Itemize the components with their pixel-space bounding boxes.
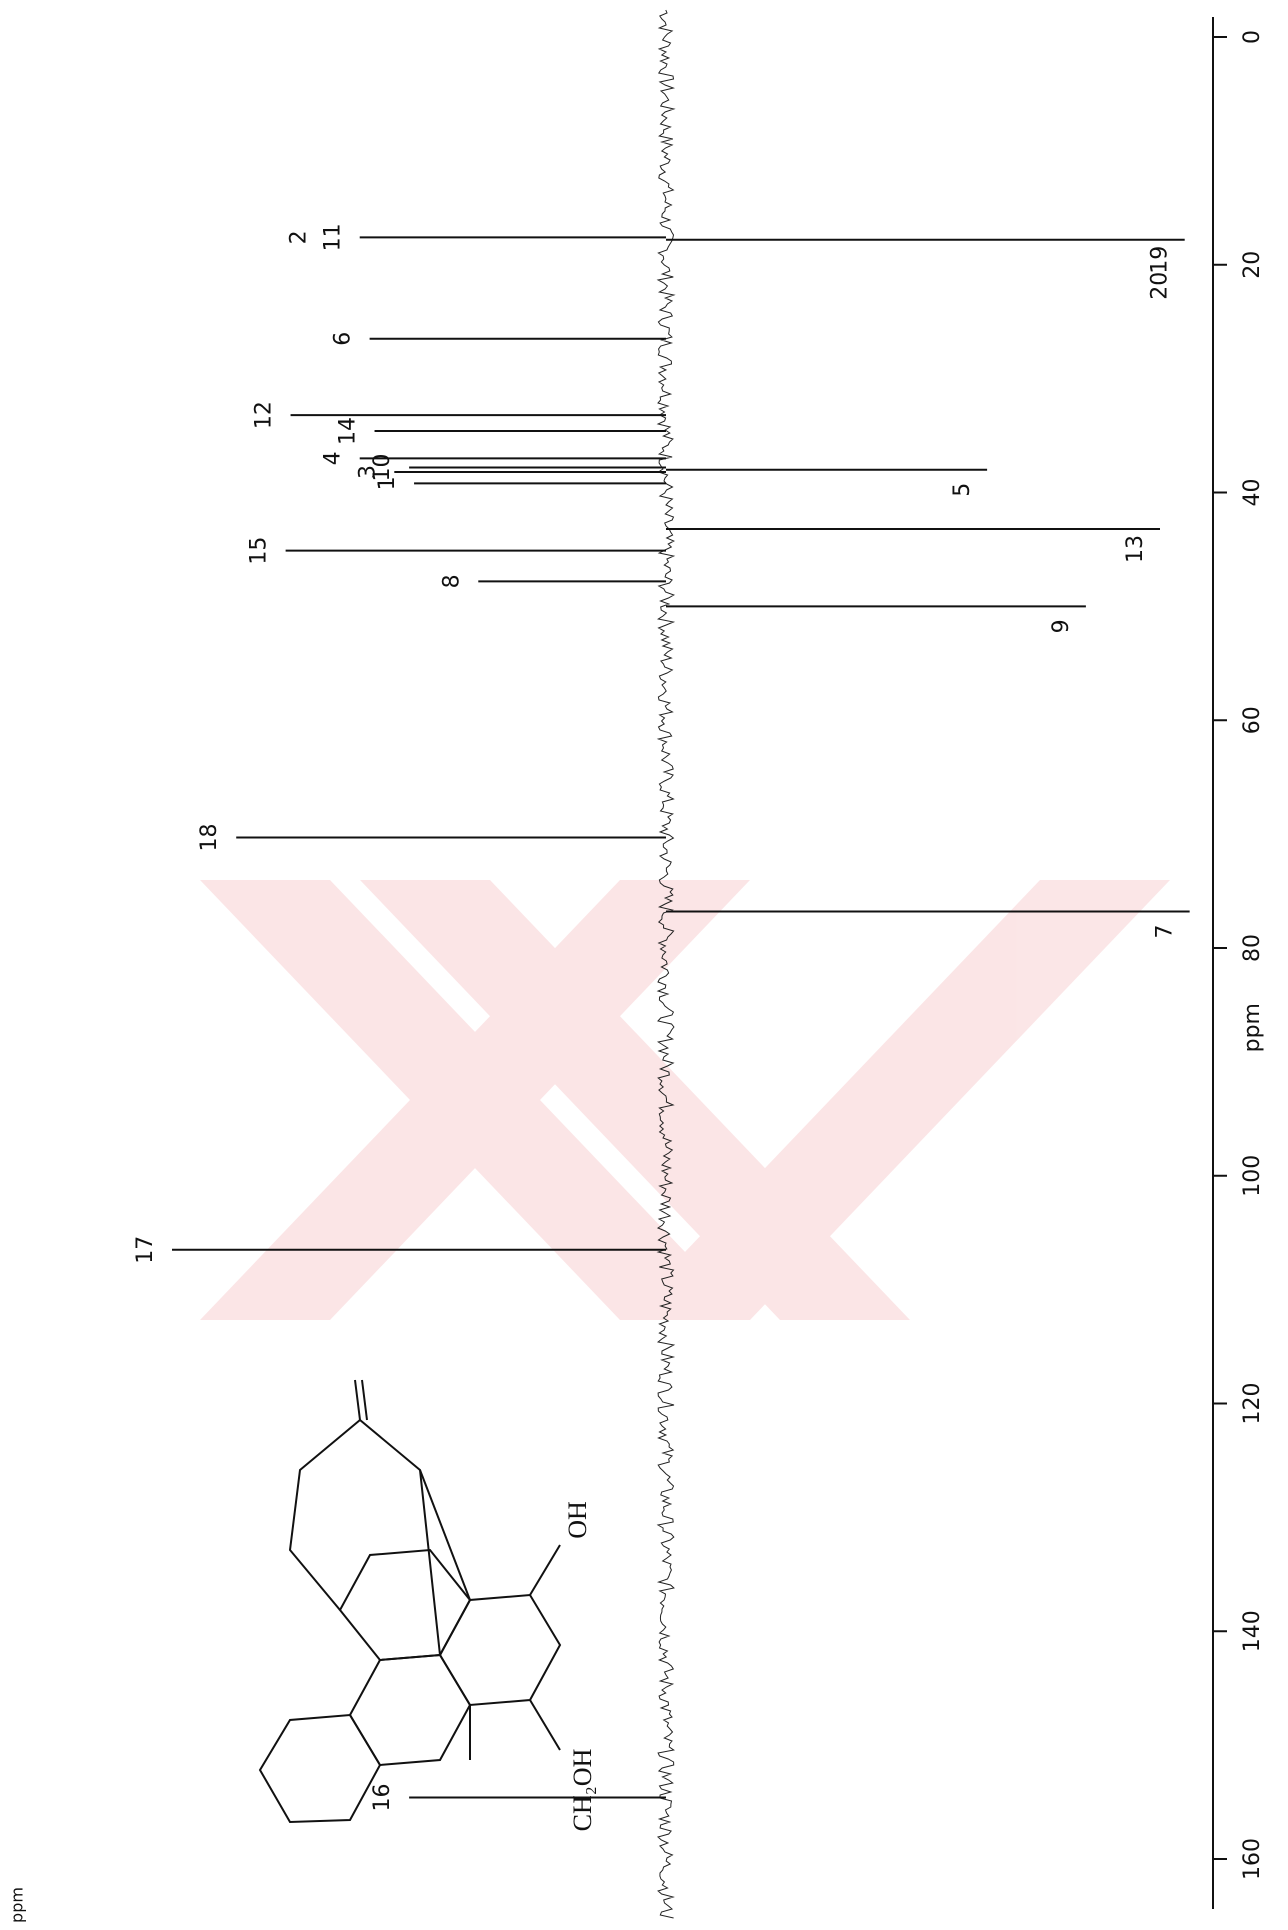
structure — [258, 1379, 562, 1824]
peak-label: 8 — [439, 574, 464, 588]
baseline-noise — [656, 9, 676, 1919]
x-tick-label: 100 — [1240, 1155, 1265, 1197]
peak-label: 14 — [336, 417, 361, 445]
peak-label: 11 — [321, 223, 346, 251]
x-tick-label: 0 — [1240, 30, 1265, 44]
peak-label: 3 — [355, 465, 380, 479]
peak-label: 13 — [1123, 535, 1148, 563]
x-tick-label: 140 — [1240, 1610, 1265, 1652]
axis-title: ppm — [1240, 1003, 1265, 1052]
peak-label: 20 — [1148, 272, 1173, 300]
x-tick-label: 160 — [1240, 1838, 1265, 1880]
peak-label: 19 — [1148, 246, 1173, 274]
peak-label: 12 — [252, 401, 277, 429]
x-tick-label: 20 — [1240, 251, 1265, 279]
structure-label: CH₂OH — [568, 1748, 597, 1831]
peak-label: 18 — [197, 824, 222, 852]
peak-label: 15 — [247, 537, 272, 565]
watermark — [200, 880, 1170, 1320]
x-tick-label: 60 — [1240, 706, 1265, 734]
peak-label: 6 — [331, 332, 356, 346]
axis-title: ppm — [8, 1887, 27, 1923]
peak-label: 9 — [1049, 619, 1074, 633]
peak-label: 4 — [321, 451, 346, 465]
peak-label: 2 — [287, 230, 312, 244]
peak-label: 17 — [133, 1236, 158, 1264]
x-tick-label: 80 — [1240, 934, 1265, 962]
peak-label: 10 — [370, 453, 395, 481]
x-tick-label: 120 — [1240, 1383, 1265, 1425]
peak-label: 16 — [370, 1784, 395, 1812]
structure-label: OH — [563, 1501, 592, 1539]
peak-label: 5 — [950, 483, 975, 497]
peak-label: 1 — [375, 476, 400, 490]
x-tick-label: 40 — [1240, 479, 1265, 507]
peak-label: 7 — [1153, 925, 1178, 939]
